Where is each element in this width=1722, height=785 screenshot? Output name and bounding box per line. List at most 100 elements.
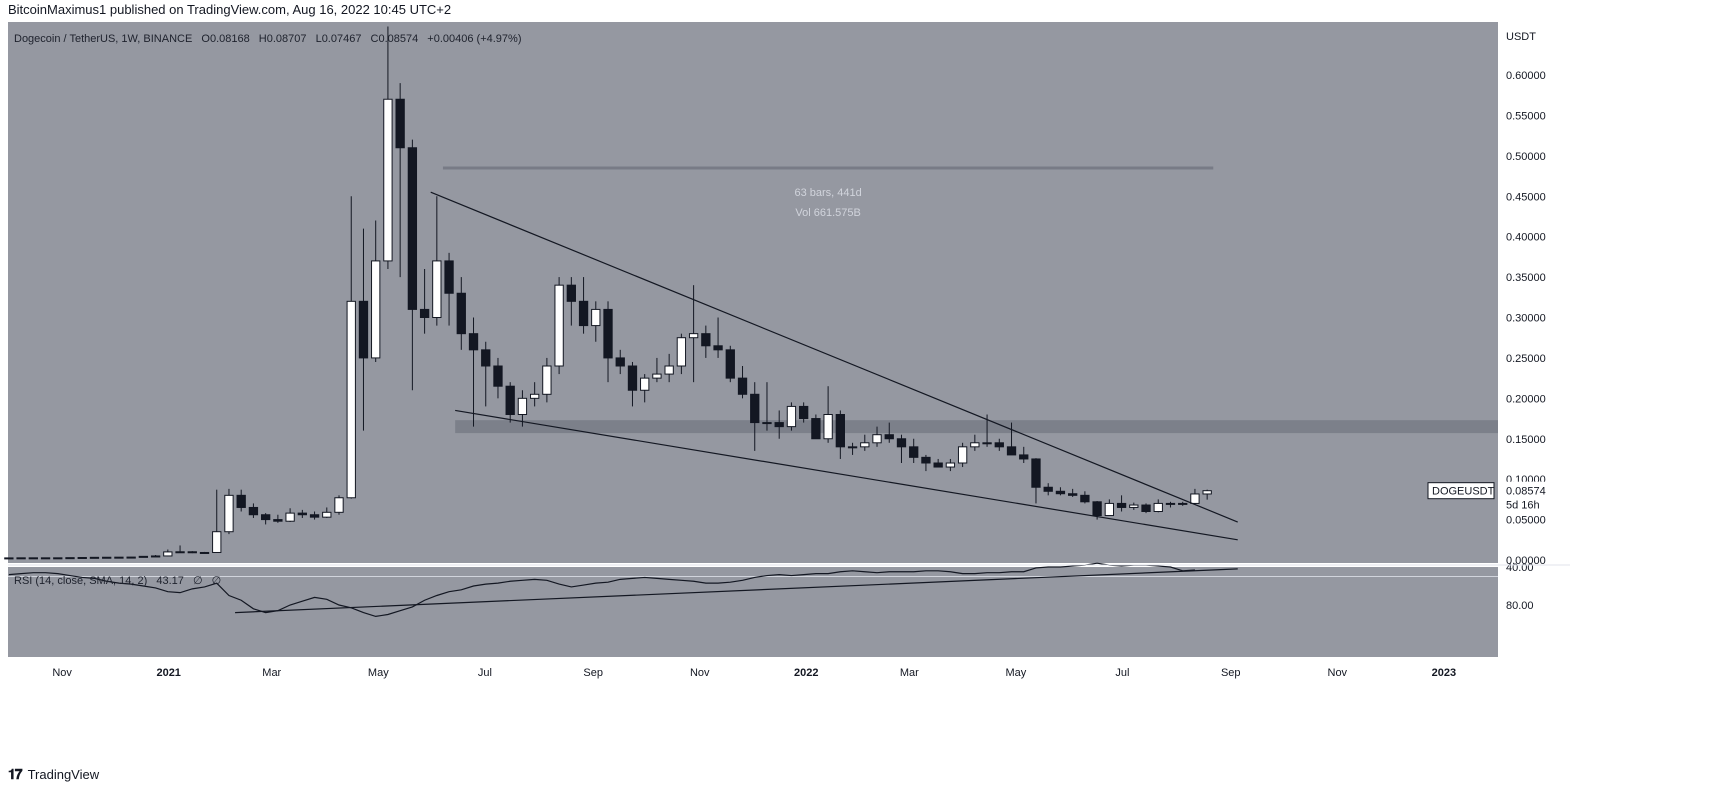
- price-tick-label: 0.35000: [1506, 272, 1546, 284]
- price-tick-label: 0.05000: [1506, 515, 1546, 527]
- candle-body: [1116, 502, 1127, 508]
- candle-body: [921, 456, 931, 464]
- ticker-tag: [1427, 482, 1495, 500]
- candle-body: [811, 418, 821, 440]
- price-tick-label: 0.45000: [1506, 191, 1546, 203]
- candle-body: [77, 556, 87, 559]
- time-axis[interactable]: [8, 660, 1498, 684]
- wedge-lower-trendline: [455, 409, 1238, 541]
- candle-body: [138, 555, 149, 558]
- candle-body: [1031, 458, 1041, 488]
- candle-body: [419, 308, 430, 318]
- price-tick-label: 0.40000: [1506, 232, 1546, 244]
- rsi-line: [8, 562, 1195, 618]
- price-tick-label: 0.25000: [1506, 353, 1546, 365]
- candles-group: [4, 26, 1212, 560]
- legend-close-value: 0.08574: [378, 33, 418, 45]
- candle-body: [1165, 502, 1176, 505]
- candle-body: [322, 511, 332, 518]
- legend-high-label: H: [259, 33, 267, 45]
- candle-body: [1055, 490, 1066, 495]
- candle-body: [676, 337, 687, 367]
- candle-body: [1190, 493, 1200, 504]
- time-tick-label: Nov: [690, 667, 710, 679]
- candle-body: [187, 551, 197, 554]
- legend-change: +0.00406 (+4.97%): [427, 33, 521, 45]
- candle-body: [260, 514, 271, 521]
- candle-body: [297, 512, 307, 516]
- candle-body: [224, 494, 234, 533]
- candle-body: [701, 333, 711, 347]
- candle-body: [1129, 504, 1139, 508]
- candle-body: [823, 414, 833, 440]
- candle-body: [896, 438, 907, 448]
- candle-body: [481, 349, 491, 367]
- candle-body: [89, 556, 100, 559]
- candle-body: [603, 308, 613, 359]
- footer-brand: TradingView: [27, 767, 100, 782]
- price-tick-label: 0.30000: [1506, 313, 1546, 325]
- candle-body: [371, 260, 381, 359]
- time-axis-ticks: Nov 2021 Mar May Jul Sep Nov 2022 Mar May Jul Sep No…: [52, 667, 1456, 679]
- candle-body: [4, 557, 14, 560]
- candle-body: [28, 557, 38, 560]
- candle-body: [212, 531, 222, 553]
- rsi-axis[interactable]: [1498, 567, 1570, 657]
- candle-body: [847, 446, 858, 449]
- candle-body: [444, 260, 454, 294]
- legend-open-label: O: [201, 33, 210, 45]
- legend-low-label: L: [316, 33, 322, 45]
- candle-body: [1178, 502, 1188, 505]
- chart-legend: Dogecoin / TetherUS, 1W, BINANCE O0.0816…: [14, 33, 521, 45]
- price-axis[interactable]: [1498, 22, 1570, 563]
- candle-body: [774, 422, 784, 428]
- candle-body: [383, 98, 393, 262]
- tradingview-logo-icon: 𝟏𝟕: [8, 766, 23, 782]
- candle-body: [346, 300, 356, 499]
- candle-body: [750, 393, 760, 424]
- candle-body: [65, 557, 75, 560]
- candle-body: [578, 300, 589, 327]
- price-tick-label: 0.50000: [1506, 151, 1546, 163]
- legend-open-value: 0.08168: [210, 33, 250, 45]
- rsi-extra-2: ∅: [212, 575, 222, 587]
- price-axis-ticks: 0.60000 0.55000 0.50000 0.45000 0.40000 0.350…: [1506, 70, 1546, 567]
- candle-body: [1006, 446, 1017, 456]
- candle-body: [725, 349, 735, 379]
- wedge-upper-trendline: [430, 191, 1238, 523]
- rsi-title: RSI (14, close, SMA, 14, 2): [14, 575, 147, 587]
- footer: 𝟏𝟕 TradingView: [8, 766, 99, 783]
- candle-body: [468, 333, 479, 351]
- measure-bars-label: 63 bars, 441d: [794, 187, 861, 199]
- candle-body: [1104, 502, 1114, 517]
- candle-body: [615, 357, 625, 367]
- time-tick-label: 2021: [156, 667, 180, 679]
- candle-body: [529, 393, 540, 399]
- candle-body: [909, 446, 919, 458]
- candle-body: [493, 365, 503, 387]
- candle-body: [517, 397, 528, 416]
- candle-body: [737, 377, 748, 395]
- candle-body: [114, 556, 124, 559]
- candle-body: [334, 497, 344, 513]
- price-tick-label: 0.15000: [1506, 434, 1546, 446]
- candle-body: [688, 333, 699, 339]
- candle-body: [554, 284, 564, 367]
- candlestick-chart[interactable]: 63 bars, 441d Vol 661.575B Dogecoin / Te…: [0, 0, 1722, 765]
- candle-body: [798, 405, 809, 420]
- candle-body: [860, 442, 870, 448]
- last-price-value: 0.08574: [1506, 486, 1546, 498]
- time-tick-label: Sep: [583, 667, 603, 679]
- time-tick-label: 2022: [794, 667, 818, 679]
- candle-body: [970, 442, 980, 448]
- candle-body: [627, 365, 638, 391]
- candle-body: [884, 434, 894, 440]
- candle-body: [163, 551, 173, 557]
- candle-body: [762, 422, 772, 425]
- rsi-trendline: [235, 568, 1238, 614]
- candle-body: [652, 373, 662, 379]
- rsi-pane-background: [8, 567, 1498, 657]
- time-tick-label: Sep: [1221, 667, 1241, 679]
- candle-body: [1141, 504, 1151, 512]
- time-tick-label: Nov: [52, 667, 72, 679]
